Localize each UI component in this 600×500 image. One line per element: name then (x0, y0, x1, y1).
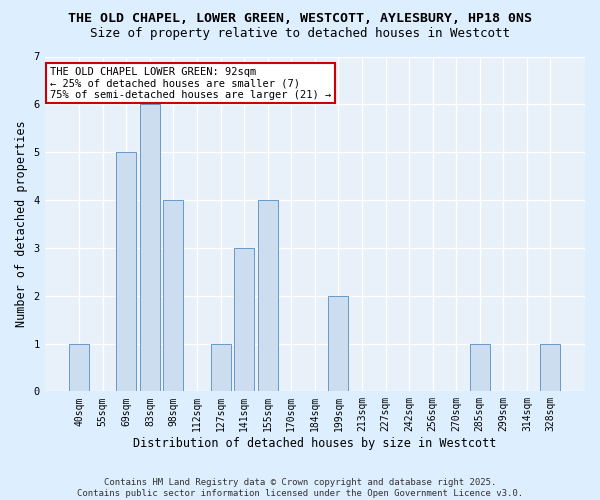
Text: THE OLD CHAPEL LOWER GREEN: 92sqm
← 25% of detached houses are smaller (7)
75% o: THE OLD CHAPEL LOWER GREEN: 92sqm ← 25% … (50, 66, 331, 100)
Bar (211, 344, 230, 392)
Bar (258, 200, 278, 392)
Y-axis label: Number of detached properties: Number of detached properties (15, 120, 28, 327)
Text: THE OLD CHAPEL, LOWER GREEN, WESTCOTT, AYLESBURY, HP18 0NS: THE OLD CHAPEL, LOWER GREEN, WESTCOTT, A… (68, 12, 532, 26)
Bar (328, 296, 349, 392)
X-axis label: Distribution of detached houses by size in Westcott: Distribution of detached houses by size … (133, 437, 497, 450)
Bar (234, 248, 254, 392)
Bar (470, 344, 490, 392)
Text: Size of property relative to detached houses in Westcott: Size of property relative to detached ho… (90, 28, 510, 40)
Bar (140, 104, 160, 392)
Text: Contains HM Land Registry data © Crown copyright and database right 2025.
Contai: Contains HM Land Registry data © Crown c… (77, 478, 523, 498)
Bar (116, 152, 136, 392)
Bar (163, 200, 184, 392)
Bar (541, 344, 560, 392)
Bar (69, 344, 89, 392)
